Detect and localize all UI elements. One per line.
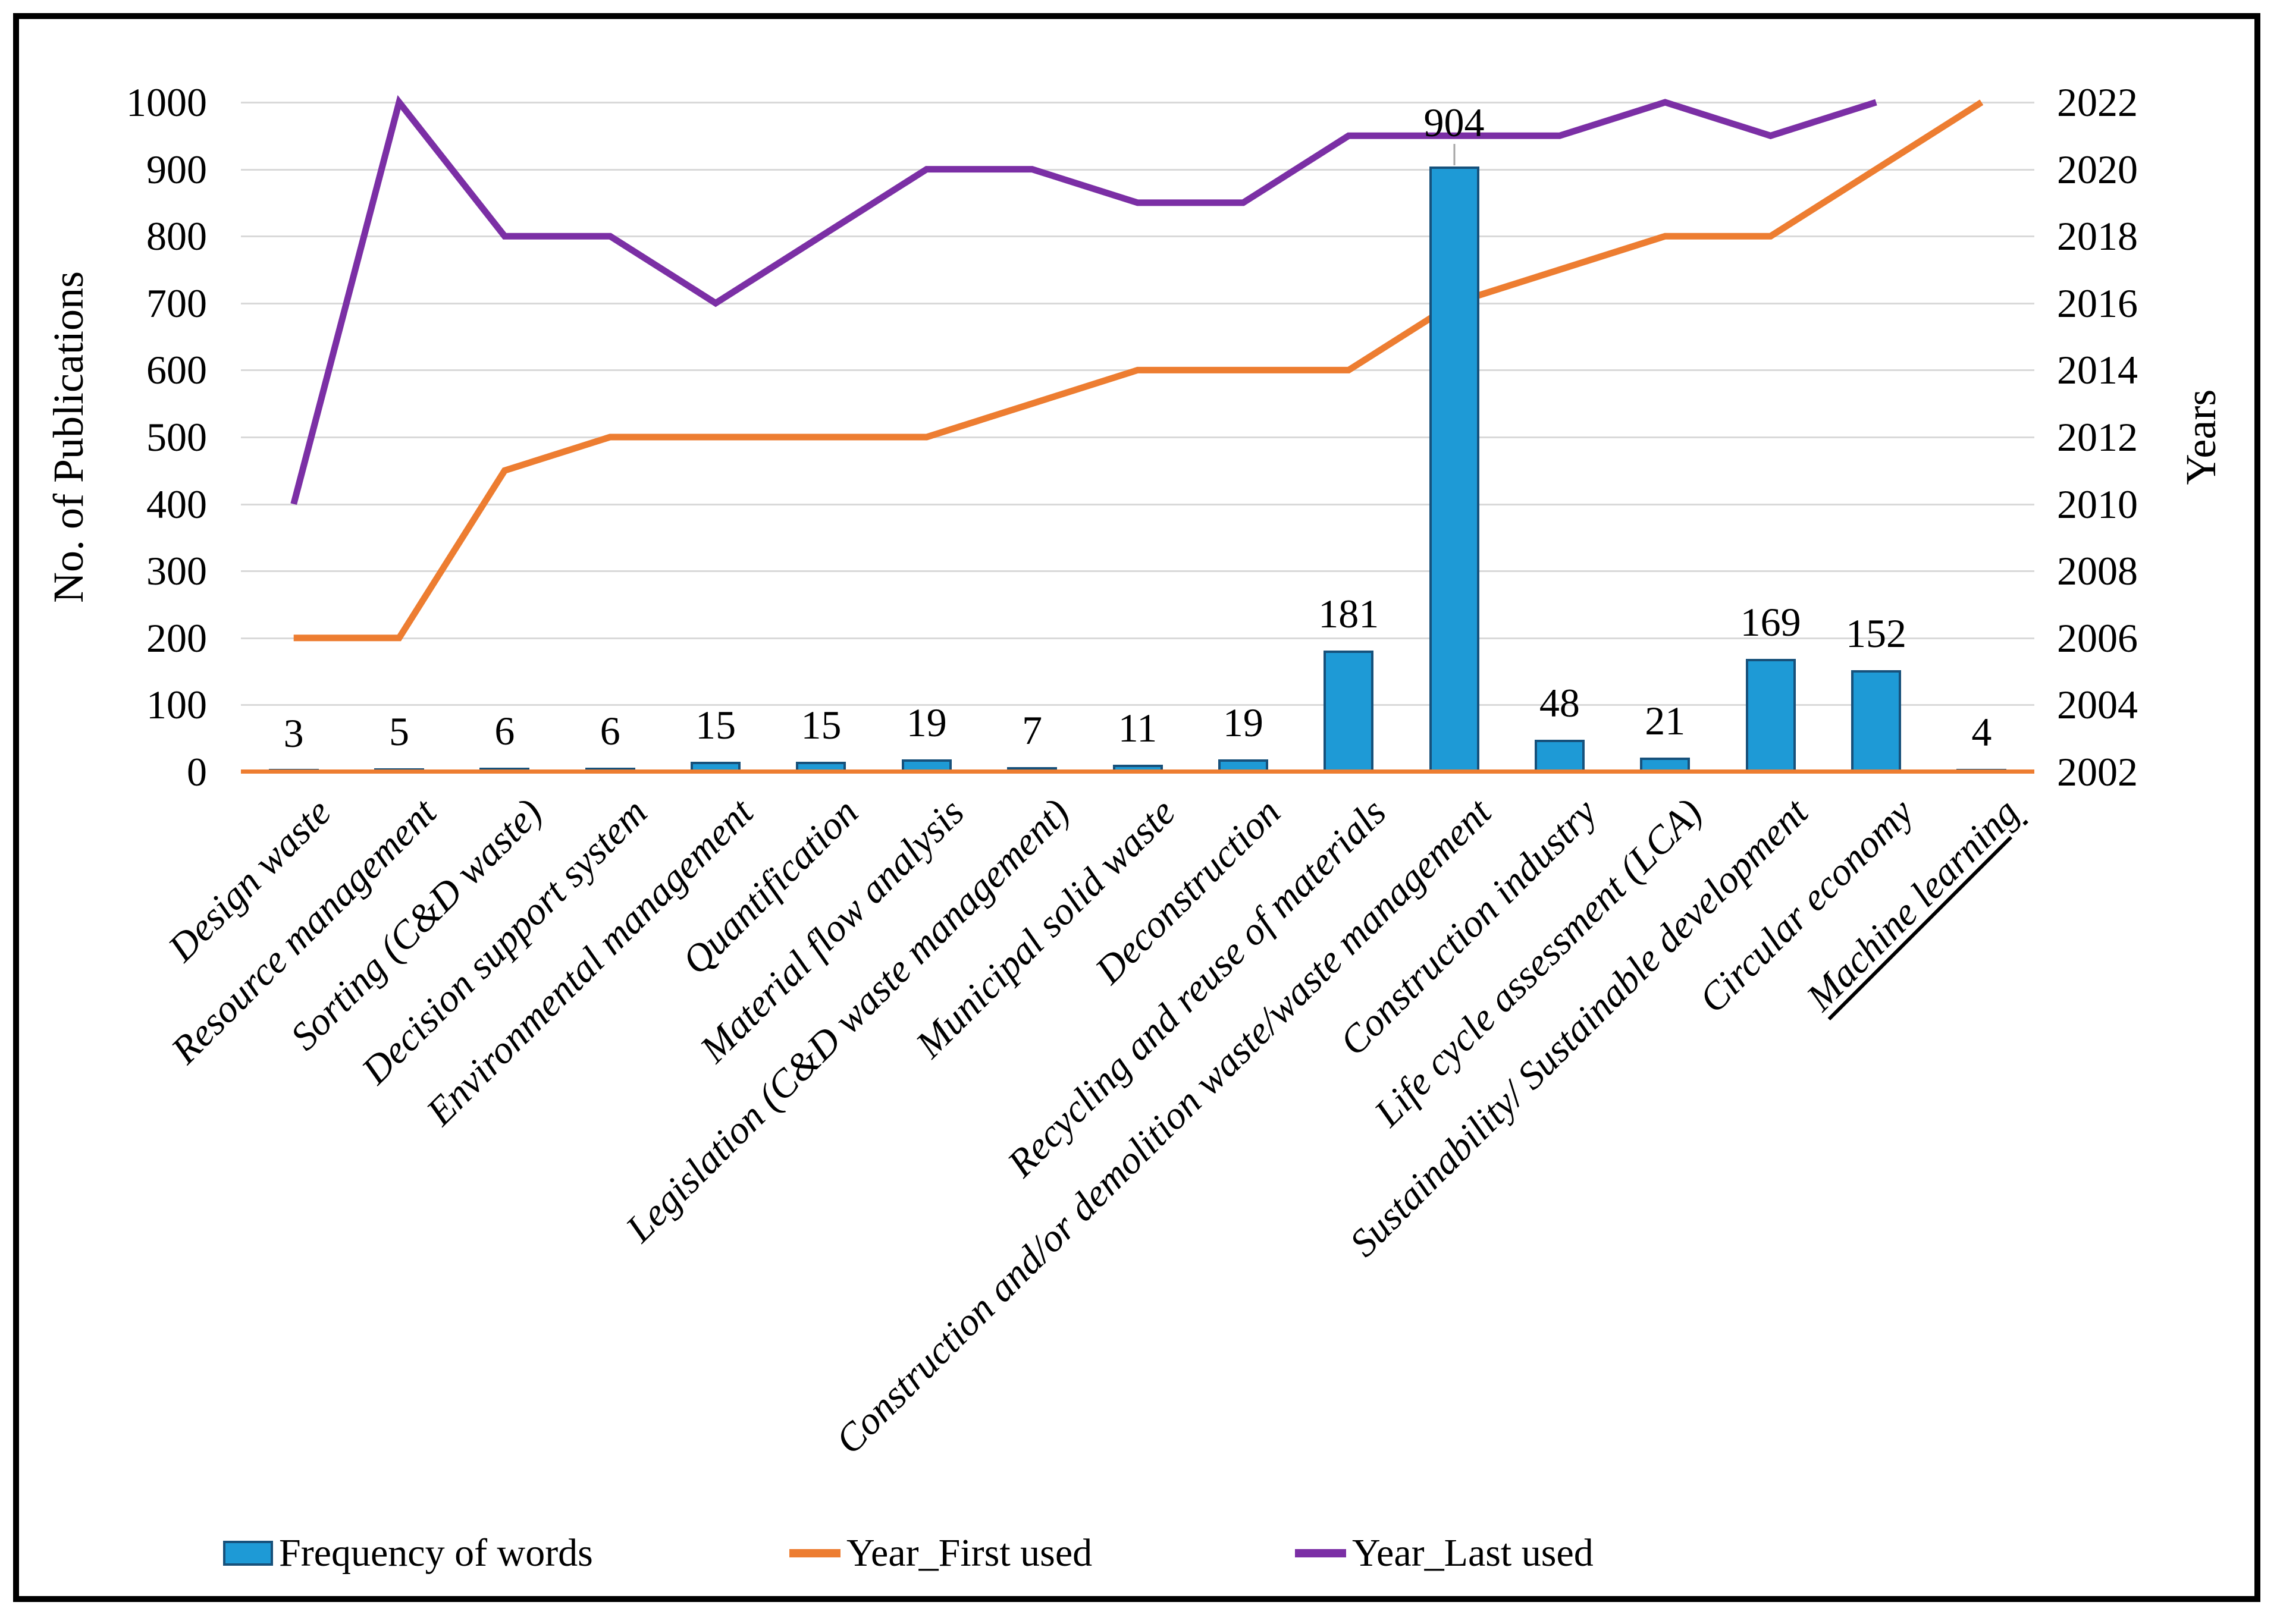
left-tick-600: 600 (146, 347, 207, 393)
legend: Frequency of words Year_First used Year_… (0, 1529, 2280, 1577)
right-tick-2018: 2018 (2057, 213, 2138, 259)
gridline-100 (241, 704, 2034, 706)
legend-purple-line-swatch (1295, 1549, 1346, 1557)
bar-14[interactable] (1745, 658, 1796, 772)
gridline-300 (241, 570, 2034, 573)
right-tick-2008: 2008 (2057, 548, 2138, 594)
bar-10[interactable] (1324, 651, 1374, 772)
gridline-800 (241, 235, 2034, 238)
left-tick-400: 400 (146, 481, 207, 527)
gridline-700 (241, 302, 2034, 304)
bar-data-label-12: 48 (1539, 680, 1580, 725)
bar-data-label-11: 904 (1423, 100, 1485, 145)
legend-item-year-last: Year_Last used (1295, 1529, 1594, 1577)
left-tick-900: 900 (146, 146, 207, 192)
left-tick-200: 200 (146, 615, 207, 661)
right-tick-2022: 2022 (2057, 80, 2138, 125)
right-tick-2016: 2016 (2057, 280, 2138, 326)
figure-border (13, 13, 2260, 1602)
legend-item-frequency: Frequency of words (223, 1529, 593, 1577)
plot-area: 3 5 6 6 15 15 19 7 11 19 181 904 48 21 169 152 4 (241, 95, 2034, 774)
left-tick-1000: 1000 (126, 80, 207, 125)
gridline-900 (241, 168, 2034, 171)
left-axis-title: No. of Publications (45, 271, 92, 603)
left-tick-800: 800 (146, 213, 207, 259)
legend-orange-line-swatch (789, 1549, 841, 1557)
bar-11[interactable] (1429, 167, 1479, 772)
year-last-used-line (290, 95, 1877, 505)
gridline-1000 (241, 102, 2034, 103)
bar-data-label-8: 11 (1118, 705, 1158, 750)
left-tick-0: 0 (187, 749, 207, 794)
legend-item-year-first: Year_First used (789, 1529, 1092, 1577)
bar-data-label-0: 3 (283, 710, 304, 756)
right-tick-2012: 2012 (2057, 414, 2138, 460)
left-tick-500: 500 (146, 414, 207, 460)
right-axis-title: Years (2177, 389, 2225, 485)
bar-data-label-10: 181 (1318, 591, 1379, 637)
bar-data-label-1: 5 (389, 709, 410, 755)
line-series-layer (290, 95, 1984, 642)
left-tick-300: 300 (146, 548, 207, 594)
data-label-leader-line (1453, 144, 1456, 166)
x-axis-line (241, 769, 2034, 774)
right-tick-2014: 2014 (2057, 347, 2138, 393)
bar-data-label-2: 6 (494, 708, 515, 754)
right-tick-2004: 2004 (2057, 682, 2138, 728)
bar-data-label-3: 6 (600, 708, 620, 754)
bar-15[interactable] (1851, 670, 1901, 772)
gridline-400 (241, 503, 2034, 505)
year-first-used-line (293, 99, 1984, 642)
bar-data-label-13: 21 (1645, 698, 1686, 744)
bar-12[interactable] (1534, 739, 1585, 772)
right-tick-2020: 2020 (2057, 146, 2138, 192)
gridline-500 (241, 436, 2034, 438)
bar-data-label-14: 169 (1740, 599, 1801, 645)
left-tick-100: 100 (146, 682, 207, 728)
right-tick-2010: 2010 (2057, 481, 2138, 527)
bar-data-label-15: 152 (1845, 610, 1906, 656)
left-tick-700: 700 (146, 280, 207, 326)
legend-label: Year_Last used (1352, 1531, 1594, 1575)
legend-bar-swatch (223, 1541, 273, 1566)
legend-label: Year_First used (846, 1531, 1093, 1575)
bar-data-label-9: 19 (1222, 699, 1263, 745)
bar-data-label-7: 7 (1022, 708, 1043, 753)
legend-label: Frequency of words (279, 1531, 593, 1575)
bar-data-label-6: 19 (906, 699, 947, 745)
gridline-200 (241, 637, 2034, 639)
right-tick-2002: 2002 (2057, 749, 2138, 794)
bar-data-label-16: 4 (1971, 709, 1992, 755)
bar-data-label-5: 15 (801, 702, 842, 748)
right-tick-2006: 2006 (2057, 615, 2138, 661)
bar-data-label-4: 15 (695, 702, 736, 748)
